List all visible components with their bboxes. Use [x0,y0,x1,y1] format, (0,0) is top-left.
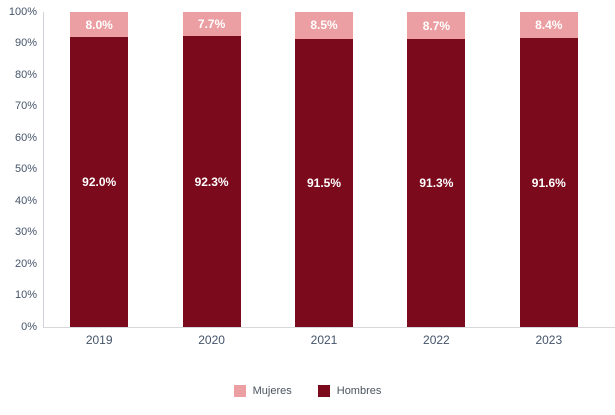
x-axis-label-2021: 2021 [310,333,338,347]
bar-segment-hombres-2020: 92.3% [182,36,241,327]
plot-area: 8.0% 92.0% 7.7% 92.3% 8.5% 91.5% 8.7% 91.3% 8.4%… [43,12,605,327]
bar-segment-hombres-2022: 91.3% [407,39,466,327]
bar-2022: 8.7% 91.3% [407,12,466,327]
legend-swatch-mujeres [233,385,246,397]
y-axis-tick-label: 100% [8,5,37,18]
bar-value-label: 91.6% [531,175,566,190]
bar-segment-mujeres-2019: 8.0% [70,12,129,38]
bar-value-label: 91.5% [306,175,342,190]
x-axis-label-2019: 2019 [85,333,113,347]
y-axis-tick-label: 10% [14,289,37,301]
y-axis: 0% 10% 20% 30% 40% 50% 60% 70% 80% 90% 100% [0,6,37,333]
bar-2019: 8.0% 92.0% [70,12,129,327]
x-axis-label-2022: 2022 [423,333,450,347]
bar-value-label: 91.3% [419,176,454,191]
y-axis-tick-label: 90% [14,37,37,49]
y-axis-tick-label: 0% [21,320,37,333]
bar-value-label: 8.5% [310,18,338,33]
bar-segment-mujeres-2020: 7.7% [182,12,241,37]
bar-segment-mujeres-2023: 8.4% [519,12,578,39]
bar-value-label: 92.3% [194,174,229,189]
chart-legend: Mujeres Hombres [0,383,615,399]
bar-segment-hombres-2023: 91.6% [519,38,578,327]
x-axis-line [43,327,615,328]
y-axis-tick-label: 60% [14,131,37,144]
bar-segment-mujeres-2021: 8.5% [295,12,353,39]
bar-segment-mujeres-2022: 8.7% [407,12,466,40]
bar-2023: 8.4% 91.6% [519,12,578,327]
legend-swatch-hombres [317,385,330,397]
bar-segment-hombres-2021: 91.5% [295,38,353,327]
bar-value-label: 8.4% [535,18,563,33]
y-axis-tick-label: 30% [14,226,37,238]
bar-value-label: 8.0% [85,17,113,32]
bar-value-label: 92.0% [82,175,117,190]
y-axis-line [43,12,44,327]
y-axis-tick-label: 20% [14,257,37,270]
bar-segment-hombres-2019: 92.0% [70,37,129,327]
y-axis-tick-label: 70% [14,100,37,112]
x-axis-labels: 2019 2020 2021 2022 2023 [43,333,605,349]
y-axis-tick-label: 40% [14,194,37,207]
legend-item-mujeres: Mujeres [233,385,292,397]
x-axis-label-2023: 2023 [535,333,563,347]
bar-2021: 8.5% 91.5% [295,12,353,327]
legend-item-hombres: Hombres [317,385,382,397]
y-axis-tick-label: 80% [14,68,37,81]
bar-2020: 7.7% 92.3% [182,12,241,327]
bar-value-label: 8.7% [422,18,451,33]
bar-value-label: 7.7% [197,17,226,32]
legend-label: Hombres [336,385,382,397]
x-axis-label-2020: 2020 [198,333,225,347]
legend-label: Mujeres [252,385,292,397]
y-axis-tick-label: 50% [14,163,37,175]
